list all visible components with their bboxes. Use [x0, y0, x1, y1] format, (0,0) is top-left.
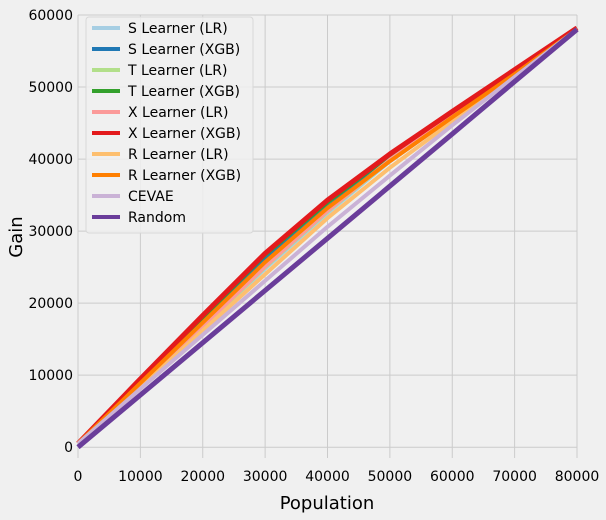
- y-axis-title: Gain: [6, 216, 27, 257]
- legend-label: S Learner (XGB): [128, 42, 240, 58]
- series-line-5: [76, 25, 579, 446]
- x-axis-title: Population: [280, 493, 375, 514]
- x-tick-label: 0: [74, 469, 83, 485]
- series-line-7: [76, 27, 579, 446]
- x-tick-label: 50000: [368, 469, 413, 485]
- legend-label: Random: [128, 210, 186, 226]
- y-tick-label: 60000: [28, 8, 73, 24]
- y-tick-label: 10000: [28, 368, 73, 384]
- legend: S Learner (LR) S Learner (XGB) T Learner (…: [85, 16, 254, 234]
- legend-label: X Learner (XGB): [128, 126, 241, 142]
- x-tick-label: 10000: [118, 469, 163, 485]
- y-tick-labels: 0 10000 20000 30000 40000 50000 60000: [28, 8, 73, 456]
- legend-label: S Learner (LR): [128, 21, 228, 37]
- x-tick-label: 40000: [305, 469, 350, 485]
- legend-label: CEVAE: [128, 189, 174, 205]
- y-tick-label: 30000: [28, 224, 73, 240]
- x-tick-label: 80000: [555, 469, 600, 485]
- x-tick-labels: 0 10000 20000 30000 40000 50000 60000 70000 8000…: [74, 469, 600, 485]
- x-tick-label: 30000: [243, 469, 288, 485]
- legend-label: R Learner (XGB): [128, 168, 241, 184]
- x-tick-label: 70000: [492, 469, 537, 485]
- legend-frame: [85, 16, 254, 234]
- series-line-9: [76, 27, 579, 450]
- legend-label: T Learner (XGB): [127, 84, 240, 100]
- x-tick-label: 60000: [430, 469, 475, 485]
- legend-label: T Learner (LR): [127, 63, 227, 79]
- series-lines: [76, 25, 579, 450]
- series-line-8: [76, 27, 579, 446]
- x-tick-label: 20000: [180, 469, 225, 485]
- y-tick-label: 20000: [28, 296, 73, 312]
- y-tick-label: 40000: [28, 152, 73, 168]
- y-tick-label: 0: [64, 440, 73, 456]
- legend-label: X Learner (LR): [128, 105, 228, 121]
- y-tick-label: 50000: [28, 80, 73, 96]
- legend-label: R Learner (LR): [128, 147, 229, 163]
